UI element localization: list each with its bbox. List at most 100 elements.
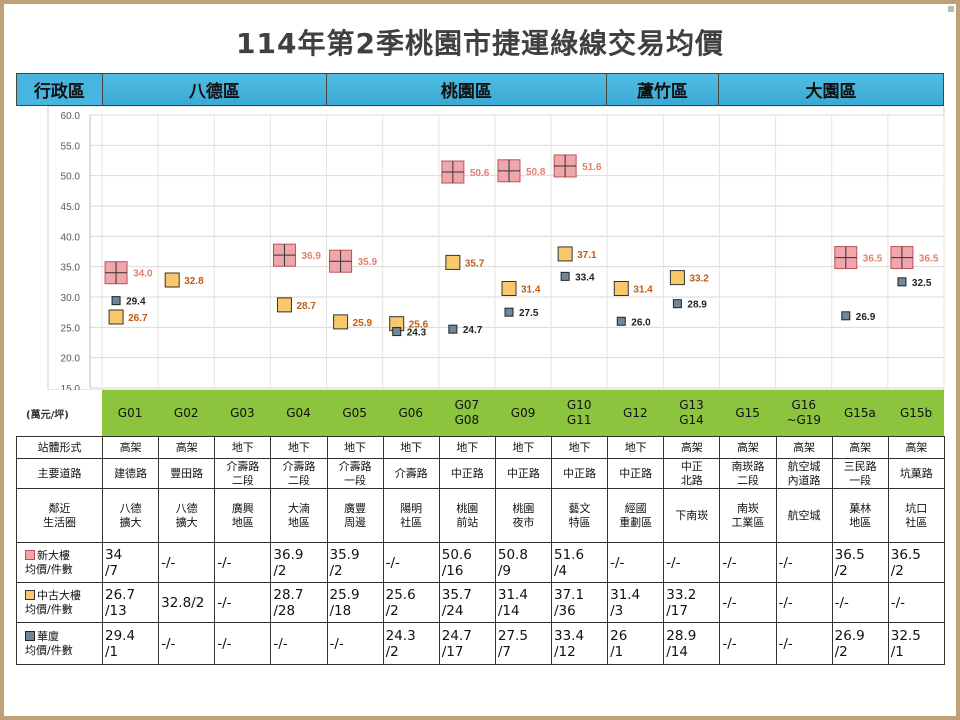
station-code: G15b	[899, 405, 933, 420]
y-tick-label: 20.0	[61, 354, 81, 365]
station-code: G13 G14	[679, 398, 704, 427]
marker-old	[504, 307, 514, 317]
data-label-old: 27.5	[519, 308, 539, 319]
table-cell: 南崁路 二段	[719, 458, 777, 489]
y-tick-label: 45.0	[61, 202, 81, 213]
data-label-old: 33.4	[575, 272, 595, 283]
table-cell: 37.1 /36	[550, 582, 609, 623]
table-cell: 36.5 /2	[831, 542, 889, 583]
table-cell: 地下	[270, 436, 328, 459]
table-cell: 三民路 一段	[831, 458, 889, 489]
y-tick-label: 30.0	[61, 293, 81, 304]
data-label-new: 50.8	[526, 167, 546, 178]
table-cell: 桃園 前站	[438, 488, 496, 543]
table-cell: -/-	[831, 582, 889, 623]
data-label-mid: 25.6	[409, 320, 429, 331]
table-cell: 中正路	[494, 458, 553, 489]
marker-old	[448, 324, 458, 334]
station-code: G03	[230, 405, 255, 420]
data-label-mid: 35.7	[465, 258, 485, 269]
row-header-text: 主要道路	[37, 466, 82, 480]
table-cell: 25.6 /2	[382, 582, 440, 623]
chart-area	[47, 106, 945, 390]
table-cell: 坑菓路	[887, 458, 945, 489]
table-cell: -/-	[158, 542, 216, 583]
table-cell: 25.9 /18	[326, 582, 384, 623]
new-legend-icon	[25, 549, 35, 560]
table-row: 站體形式 高架 高架 地下 地下 地下 地下 地下 地下 地下 地下 高架 高架 高架 高架 高架	[16, 436, 945, 459]
marker-mid	[613, 281, 629, 297]
data-label-old: 28.9	[687, 300, 707, 311]
table-cell: 八德 擴大	[158, 488, 216, 543]
district-header-1: 八德區	[102, 74, 327, 105]
marker-old	[560, 271, 570, 281]
station-code: G04	[286, 405, 311, 420]
table-cell: 地下	[438, 436, 496, 459]
table-row: 中古大樓 均價/件數 26.7 /13 32.8/2 -/- 28.7 /28 25.9 …	[16, 582, 945, 623]
table-cell: 50.6 /16	[438, 542, 496, 583]
marker-old	[897, 277, 907, 287]
table-cell: -/-	[775, 542, 833, 583]
row-header: 中古大樓 均價/件數	[16, 582, 103, 623]
data-label-new: 35.9	[358, 257, 378, 268]
y-tick-label: 50.0	[61, 172, 81, 183]
table-cell: 31.4 /14	[494, 582, 553, 623]
data-label-old: 26.9	[856, 312, 876, 323]
station-band: G01 G02 G03 G04 G05 G06 G07 G08 G09 G10 G11 G12 G1…	[102, 390, 944, 436]
table-cell: 八德 擴大	[101, 488, 160, 543]
table-cell: -/-	[775, 622, 833, 665]
row-header: 新大樓 均價/件數	[16, 542, 103, 583]
unit-label: (萬元/坪)	[26, 410, 69, 421]
table-cell: -/-	[719, 542, 777, 583]
data-label-new: 36.5	[863, 254, 883, 265]
table-cell: 26.9 /2	[831, 622, 889, 665]
table-cell: 50.8 /9	[494, 542, 553, 583]
table-row: 鄰近 生活圈 八德 擴大 八德 擴大 廣興 地區 大湳 地區 廣豐 周邊 陽明 社區 桃園 前…	[16, 488, 945, 543]
station-code: G05	[342, 405, 367, 420]
table-cell: -/-	[775, 582, 833, 623]
data-label-mid: 31.4	[633, 285, 653, 296]
row-header: 站體形式	[16, 436, 103, 459]
row-header: 主要道路	[16, 458, 103, 489]
marker-old	[616, 316, 626, 326]
marker-old	[392, 327, 402, 337]
district-header-4: 大園區	[718, 74, 943, 105]
table-cell: 高架	[775, 436, 833, 459]
district-header-row: 行政區 八德區 桃園區 蘆竹區 大園區	[16, 73, 944, 106]
table-cell: 地下	[550, 436, 609, 459]
district-header-label: 行政區	[17, 74, 103, 105]
data-label-new: 51.6	[582, 162, 602, 173]
table-cell: -/-	[607, 542, 665, 583]
table-cell: 坑口 社區	[887, 488, 945, 543]
data-label-old: 26.0	[631, 317, 651, 328]
y-tick-label: 25.0	[61, 323, 81, 334]
row-header-text: 新大樓 均價/件數	[25, 548, 73, 576]
table-cell: 建德路	[101, 458, 160, 489]
table-row: 新大樓 均價/件數 34 /7 -/- -/- 36.9 /2 35.9 /2 -/- 50.…	[16, 542, 945, 583]
table-cell: 27.5 /7	[494, 622, 553, 665]
y-tick-label: 15.0	[61, 384, 81, 390]
data-label-mid: 28.7	[296, 301, 316, 312]
data-label-mid: 25.9	[353, 318, 373, 329]
table-cell: 桃園 夜市	[494, 488, 553, 543]
table-cell: 介壽路 二段	[214, 458, 272, 489]
table-cell: 經國 重劃區	[607, 488, 665, 543]
table-cell: 28.7 /28	[270, 582, 328, 623]
chart-svg: 15.0 20.0 25.0 30.0 35.0 40.0 45.0 50.0 55.0 60.0…	[47, 106, 945, 390]
marker-mid	[276, 297, 292, 313]
station-code: G15a	[843, 405, 876, 420]
table-cell: 34 /7	[101, 542, 160, 583]
table-cell: 廣興 地區	[214, 488, 272, 543]
marker-mid	[501, 281, 517, 297]
table-cell: 高架	[887, 436, 945, 459]
table-cell: 36.5 /2	[887, 542, 945, 583]
table-cell: 29.4 /1	[101, 622, 160, 665]
station-code: G06	[398, 405, 424, 420]
table-cell: 中正路	[438, 458, 496, 489]
station-code: G07 G08	[454, 398, 480, 427]
table-cell: 藝文 特區	[550, 488, 609, 543]
table-cell: 31.4 /3	[607, 582, 665, 623]
table-cell: 高架	[719, 436, 777, 459]
table-cell: 地下	[326, 436, 384, 459]
